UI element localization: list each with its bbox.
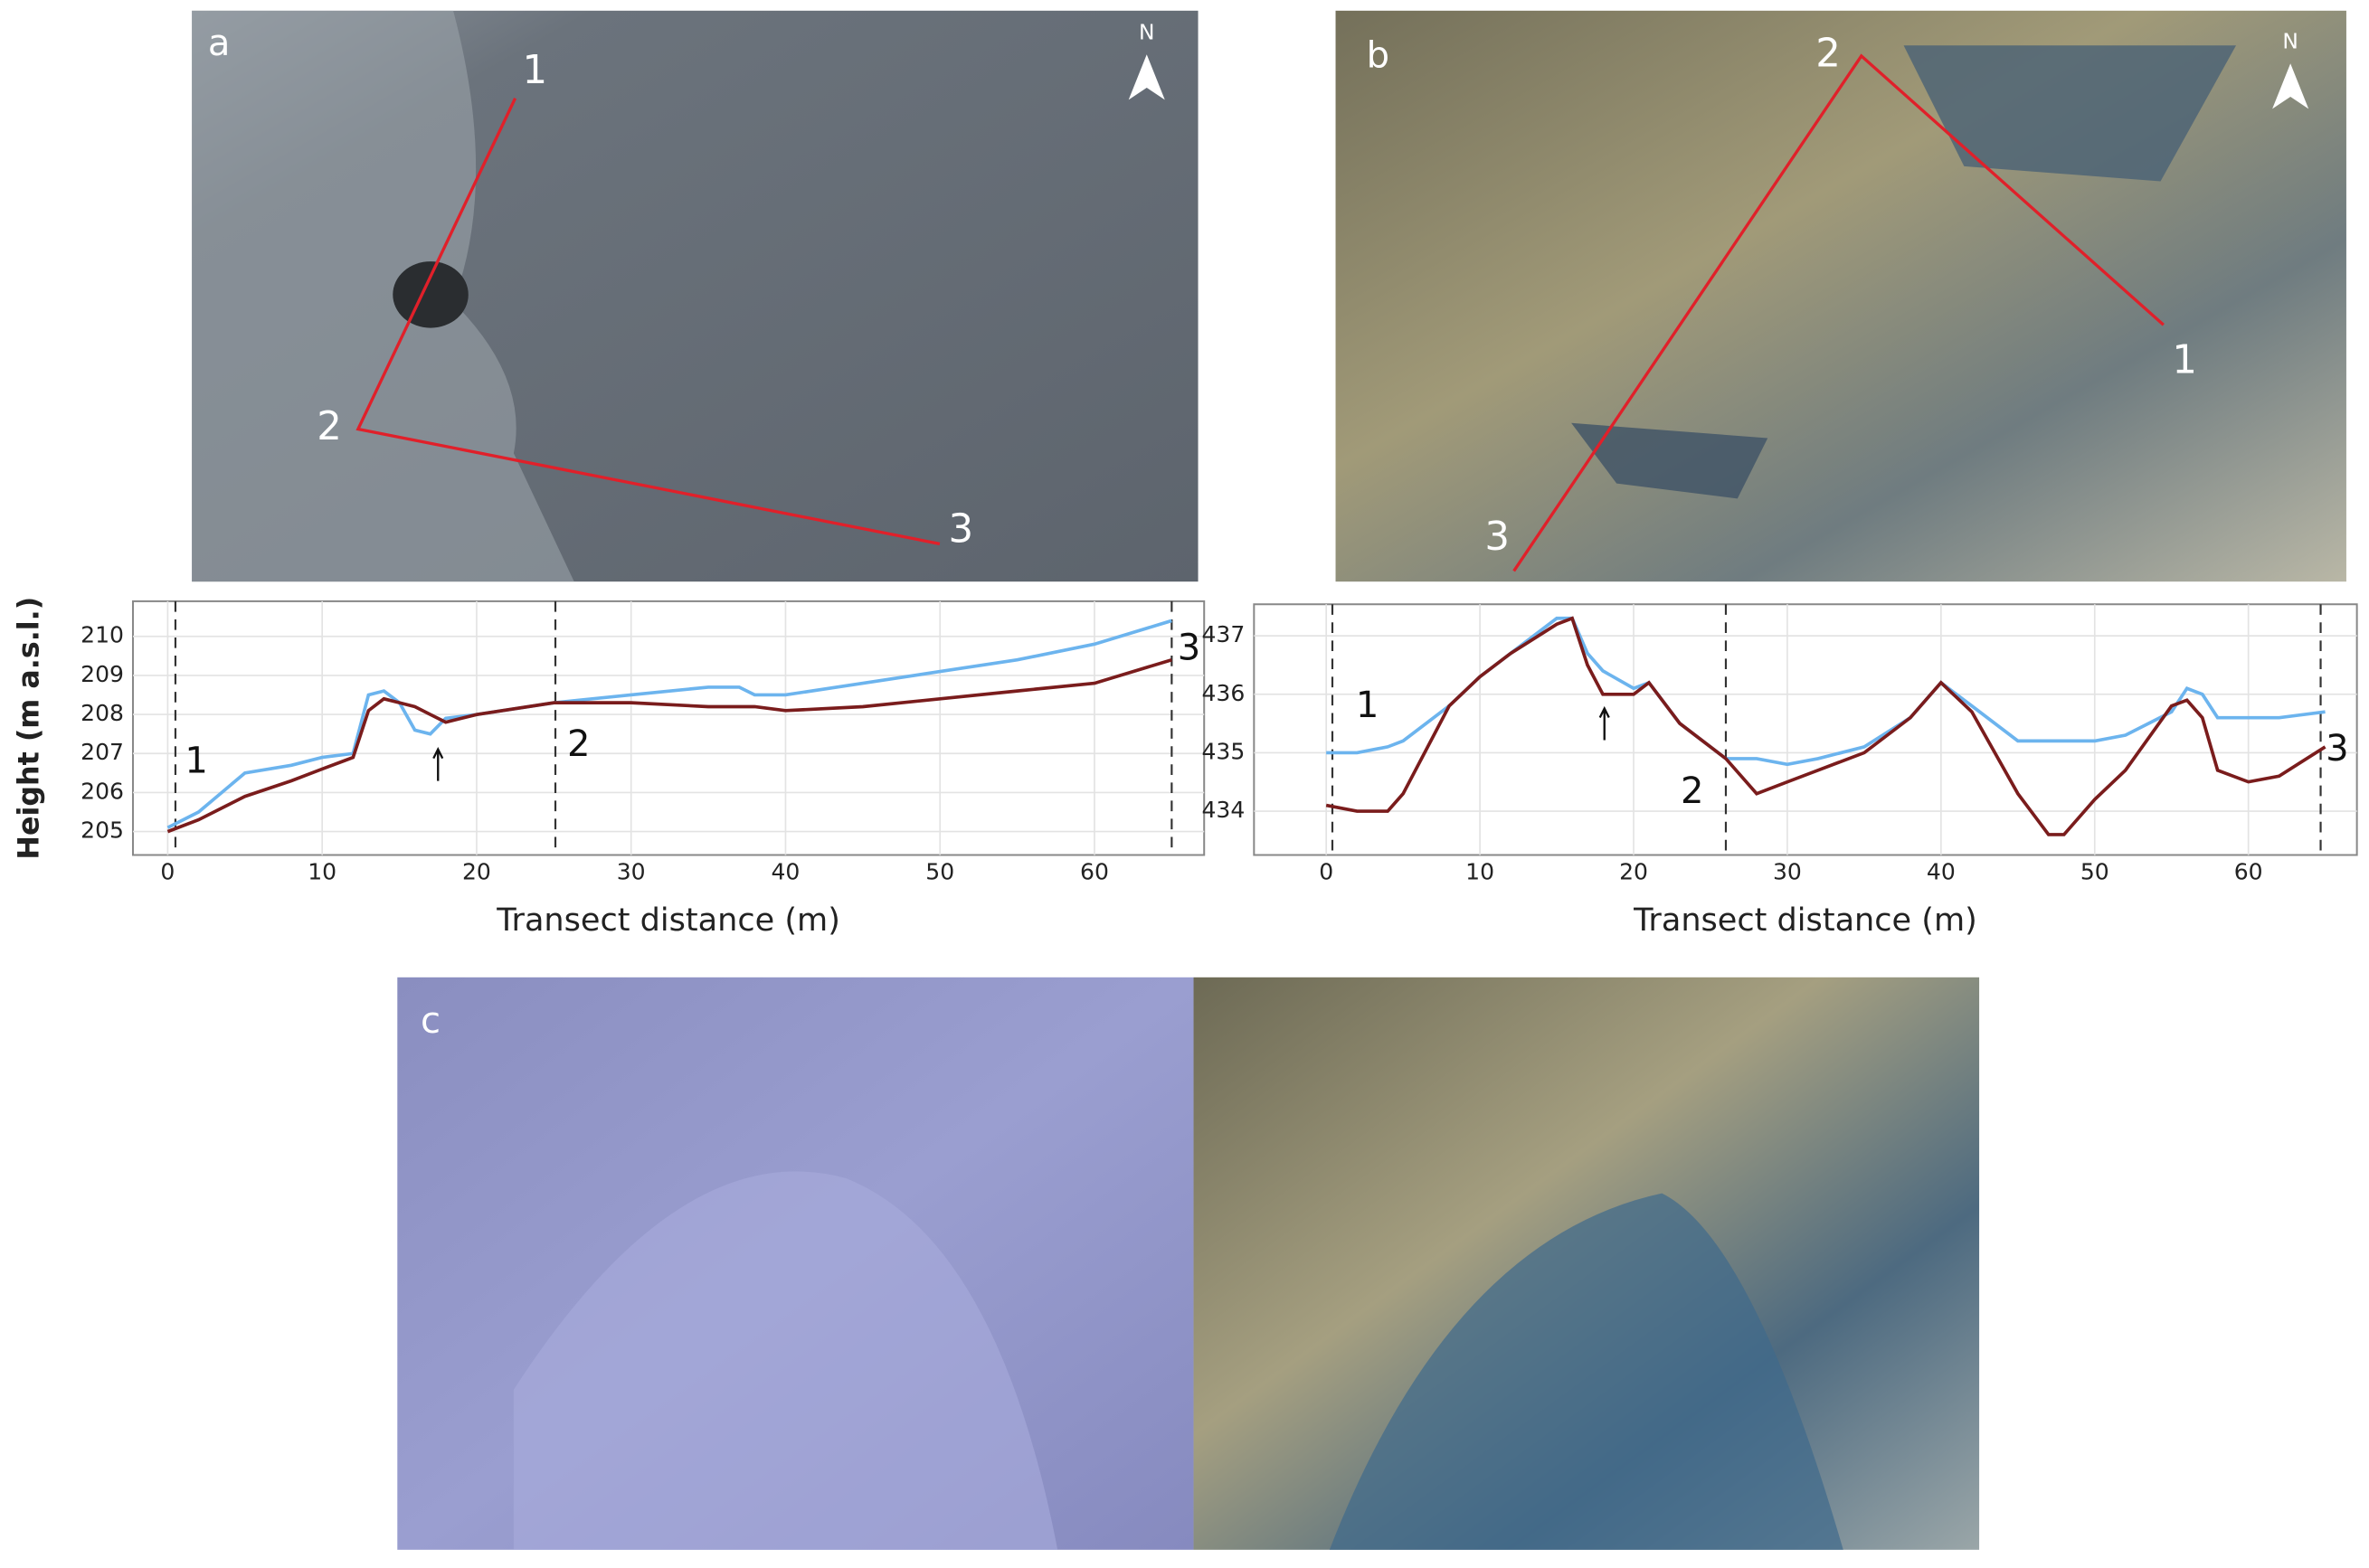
slope-a (192, 10, 574, 582)
x-tick-label: 60 (1080, 859, 1109, 885)
x-tick-label: 10 (1465, 859, 1494, 885)
x-tick-label: 10 (308, 859, 336, 885)
series-line (166, 657, 1172, 834)
series-line (1325, 616, 2326, 836)
x-tick-label: 60 (2234, 859, 2263, 885)
x-tick-label: 20 (462, 859, 491, 885)
annotation-arrow (1598, 705, 1610, 741)
transect-point-label: 2 (317, 404, 342, 449)
transect-point-label: 3 (948, 507, 973, 553)
x-tick-label: 0 (160, 859, 175, 885)
shadow-b (1903, 45, 2237, 182)
mound-c (513, 1171, 1058, 1550)
y-tick-label: 210 (81, 622, 124, 648)
y-tick-label: 435 (1201, 738, 1245, 764)
x-axis-label: Transect distance (m) (1633, 902, 1977, 939)
y-tick-label: 207 (81, 739, 124, 765)
transect-point-label: 3 (1484, 515, 1510, 560)
y-tick-label: 205 (81, 817, 124, 844)
x-tick-label: 20 (1619, 859, 1648, 885)
transect-b (1512, 53, 2165, 572)
transect-point-label: 2 (1815, 31, 1841, 76)
transect-point-label: 1 (522, 48, 547, 93)
section-label: 3 (1178, 627, 1201, 668)
y-tick-label: 209 (81, 661, 124, 687)
panel-label: a (208, 23, 231, 64)
crater-a (393, 261, 469, 328)
y-tick-label: 434 (1201, 797, 1245, 823)
shadow-c (1329, 1193, 1843, 1550)
panel-label: c (421, 1000, 441, 1042)
north-arrow (2272, 63, 2309, 109)
section-label: 3 (2326, 728, 2349, 770)
north-label: N (1139, 19, 1155, 44)
section-label: 1 (185, 741, 208, 782)
y-tick-label: 206 (81, 778, 124, 804)
x-tick-label: 50 (2080, 859, 2109, 885)
annotation-arrow (432, 746, 444, 781)
x-axis-label: Transect distance (m) (496, 902, 840, 939)
y-tick-label: 437 (1201, 621, 1245, 647)
section-label: 2 (567, 723, 591, 765)
x-tick-label: 40 (772, 859, 801, 885)
x-tick-label: 50 (925, 859, 954, 885)
section-label: 1 (1356, 685, 1379, 726)
y-tick-label: 436 (1201, 680, 1245, 706)
y-tick-label: 208 (81, 700, 124, 726)
shadow-b2 (1571, 422, 1768, 499)
plot-area (131, 600, 1206, 856)
x-tick-label: 40 (1927, 859, 1956, 885)
transect-point-label: 1 (2172, 337, 2197, 383)
north-label: N (2282, 28, 2298, 53)
transect-a (355, 97, 941, 546)
section-label: 2 (1681, 770, 1703, 812)
series-line (166, 619, 1172, 829)
x-tick-label: 0 (1319, 859, 1333, 885)
x-tick-label: 30 (1773, 859, 1802, 885)
x-tick-label: 30 (617, 859, 646, 885)
y-axis-label: Height (m a.s.l.) (13, 597, 45, 860)
north-arrow (1128, 54, 1165, 100)
panel-label: b (1367, 35, 1389, 77)
